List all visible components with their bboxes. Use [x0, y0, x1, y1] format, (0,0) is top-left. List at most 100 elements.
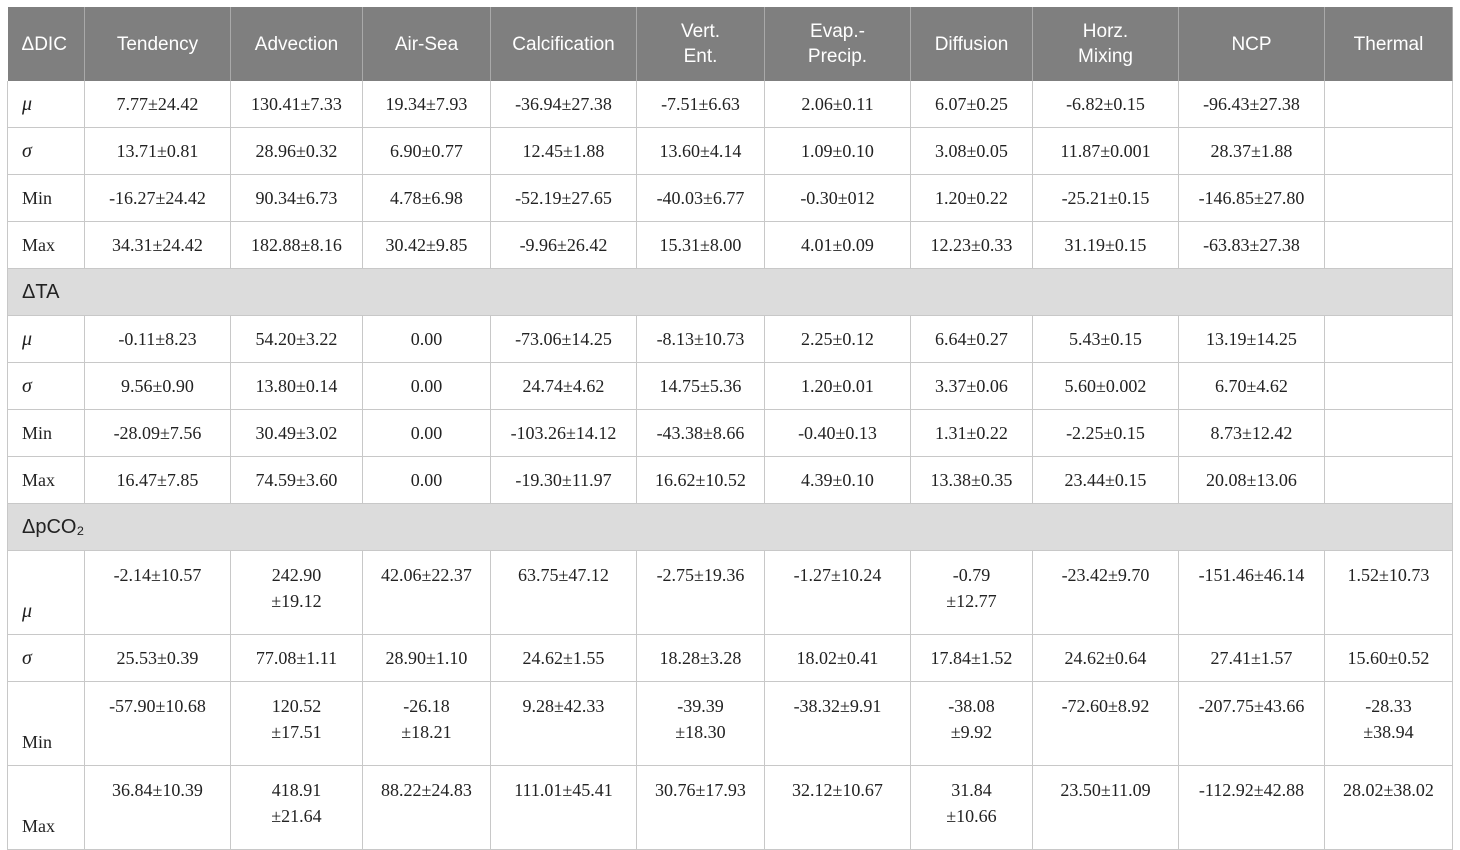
table-cell: 0.00	[362, 409, 491, 457]
column-header: Air-Sea	[362, 7, 491, 81]
table-cell: -0.11±8.23	[84, 315, 231, 363]
table-cell: 12.45±1.88	[490, 127, 637, 175]
table-cell: -25.21±0.15	[1032, 174, 1179, 222]
table-cell: -0.30±012	[764, 174, 911, 222]
table-cell: -28.33 ±38.94	[1324, 681, 1453, 766]
table-cell: 6.64±0.27	[910, 315, 1033, 363]
table-row: Min -28.09±7.56 30.49±3.02 0.00 -103.26±14.1…	[7, 409, 1453, 457]
table-cell: 28.96±0.32	[230, 127, 363, 175]
table-cell: -43.38±8.66	[636, 409, 765, 457]
table-cell: 13.19±14.25	[1178, 315, 1325, 363]
column-header: Advection	[230, 7, 363, 81]
table-cell: 11.87±0.001	[1032, 127, 1179, 175]
table-cell: 54.20±3.22	[230, 315, 363, 363]
table-cell: 12.23±0.33	[910, 221, 1033, 269]
table-cell	[1324, 456, 1453, 504]
table-cell: -8.13±10.73	[636, 315, 765, 363]
table-cell	[1324, 127, 1453, 175]
section-title: ΔpCO₂	[7, 503, 1453, 551]
row-label: μ	[7, 315, 85, 363]
column-header: Tendency	[84, 7, 231, 81]
table-cell: 31.84 ±10.66	[910, 765, 1033, 850]
table-cell: 30.49±3.02	[230, 409, 363, 457]
table-cell: 1.20±0.01	[764, 362, 911, 410]
table-cell: 20.08±13.06	[1178, 456, 1325, 504]
table-cell: 63.75±47.12	[490, 550, 637, 635]
table-cell: -36.94±27.38	[490, 81, 637, 128]
row-label: μ	[7, 81, 85, 128]
table-row: μ 7.77±24.42 130.41±7.33 19.34±7.93 -36.94±2…	[7, 81, 1453, 128]
column-header: Thermal	[1324, 7, 1453, 81]
table-cell: -2.14±10.57	[84, 550, 231, 635]
table-cell: 3.08±0.05	[910, 127, 1033, 175]
table-row: Max 16.47±7.85 74.59±3.60 0.00 -19.30±11.97 1…	[7, 456, 1453, 504]
table-row: Max 36.84±10.39 418.91 ±21.64 88.22±24.83 111…	[7, 765, 1453, 850]
column-header: Vert. Ent.	[636, 7, 765, 81]
row-label: Min	[7, 681, 85, 766]
row-label: σ	[7, 634, 85, 682]
table-cell: 6.90±0.77	[362, 127, 491, 175]
table-cell: 16.47±7.85	[84, 456, 231, 504]
table-row: σ 13.71±0.81 28.96±0.32 6.90±0.77 12.45±1.88…	[7, 127, 1453, 175]
table-cell: 1.09±0.10	[764, 127, 911, 175]
table-cell: 8.73±12.42	[1178, 409, 1325, 457]
table-cell: 6.70±4.62	[1178, 362, 1325, 410]
table-cell: 1.52±10.73	[1324, 550, 1453, 635]
row-label: Max	[7, 456, 85, 504]
table-cell: 242.90 ±19.12	[230, 550, 363, 635]
table-cell	[1324, 315, 1453, 363]
table-cell: -39.39 ±18.30	[636, 681, 765, 766]
table-cell: 36.84±10.39	[84, 765, 231, 850]
table-cell: -19.30±11.97	[490, 456, 637, 504]
table-cell: 13.80±0.14	[230, 362, 363, 410]
data-table: ΔDIC Tendency Advection Air-Sea Calcificatio…	[7, 7, 1453, 850]
table-row: Min -16.27±24.42 90.34±6.73 4.78±6.98 -52.19…	[7, 174, 1453, 222]
table-cell: 2.06±0.11	[764, 81, 911, 128]
table-cell: -9.96±26.42	[490, 221, 637, 269]
table-cell: 31.19±0.15	[1032, 221, 1179, 269]
row-label: Min	[7, 409, 85, 457]
table-cell: -16.27±24.42	[84, 174, 231, 222]
table-cell: 27.41±1.57	[1178, 634, 1325, 682]
table-cell: -2.75±19.36	[636, 550, 765, 635]
table-row: μ -0.11±8.23 54.20±3.22 0.00 -73.06±14.25 -8.…	[7, 315, 1453, 363]
table-cell: 24.74±4.62	[490, 362, 637, 410]
table-cell: -63.83±27.38	[1178, 221, 1325, 269]
table-cell: 24.62±0.64	[1032, 634, 1179, 682]
table-cell: 182.88±8.16	[230, 221, 363, 269]
table-cell: -73.06±14.25	[490, 315, 637, 363]
table-cell: 13.38±0.35	[910, 456, 1033, 504]
table-cell: 90.34±6.73	[230, 174, 363, 222]
column-header: Diffusion	[910, 7, 1033, 81]
table-cell: -38.08 ±9.92	[910, 681, 1033, 766]
table-cell: 2.25±0.12	[764, 315, 911, 363]
table-cell: -57.90±10.68	[84, 681, 231, 766]
table-cell: -96.43±27.38	[1178, 81, 1325, 128]
table-cell: 4.39±0.10	[764, 456, 911, 504]
table-cell: -103.26±14.12	[490, 409, 637, 457]
table-cell: -72.60±8.92	[1032, 681, 1179, 766]
table-cell: 7.77±24.42	[84, 81, 231, 128]
table-cell	[1324, 409, 1453, 457]
table-cell: -151.46±46.14	[1178, 550, 1325, 635]
table-cell: -0.79 ±12.77	[910, 550, 1033, 635]
table-cell: 9.28±42.33	[490, 681, 637, 766]
section-title: ΔTA	[7, 268, 1453, 316]
table-cell: -2.25±0.15	[1032, 409, 1179, 457]
section-header-row: ΔTA	[7, 268, 1453, 316]
column-header: Calcification	[490, 7, 637, 81]
table-cell: -6.82±0.15	[1032, 81, 1179, 128]
data-table-container: ΔDIC Tendency Advection Air-Sea Calcificatio…	[7, 7, 1453, 850]
table-cell: 28.90±1.10	[362, 634, 491, 682]
table-cell: 28.02±38.02	[1324, 765, 1453, 850]
table-cell: 74.59±3.60	[230, 456, 363, 504]
table-cell: 13.71±0.81	[84, 127, 231, 175]
table-cell	[1324, 221, 1453, 269]
table-cell: 18.28±3.28	[636, 634, 765, 682]
table-cell: 3.37±0.06	[910, 362, 1033, 410]
row-label: Max	[7, 765, 85, 850]
table-body: μ 7.77±24.42 130.41±7.33 19.34±7.93 -36.94±2…	[7, 81, 1453, 850]
table-cell: 16.62±10.52	[636, 456, 765, 504]
table-row: Min -57.90±10.68 120.52 ±17.51 -26.18 ±18.21 9…	[7, 681, 1453, 766]
table-row: σ 25.53±0.39 77.08±1.11 28.90±1.10 24.62±1.5…	[7, 634, 1453, 682]
